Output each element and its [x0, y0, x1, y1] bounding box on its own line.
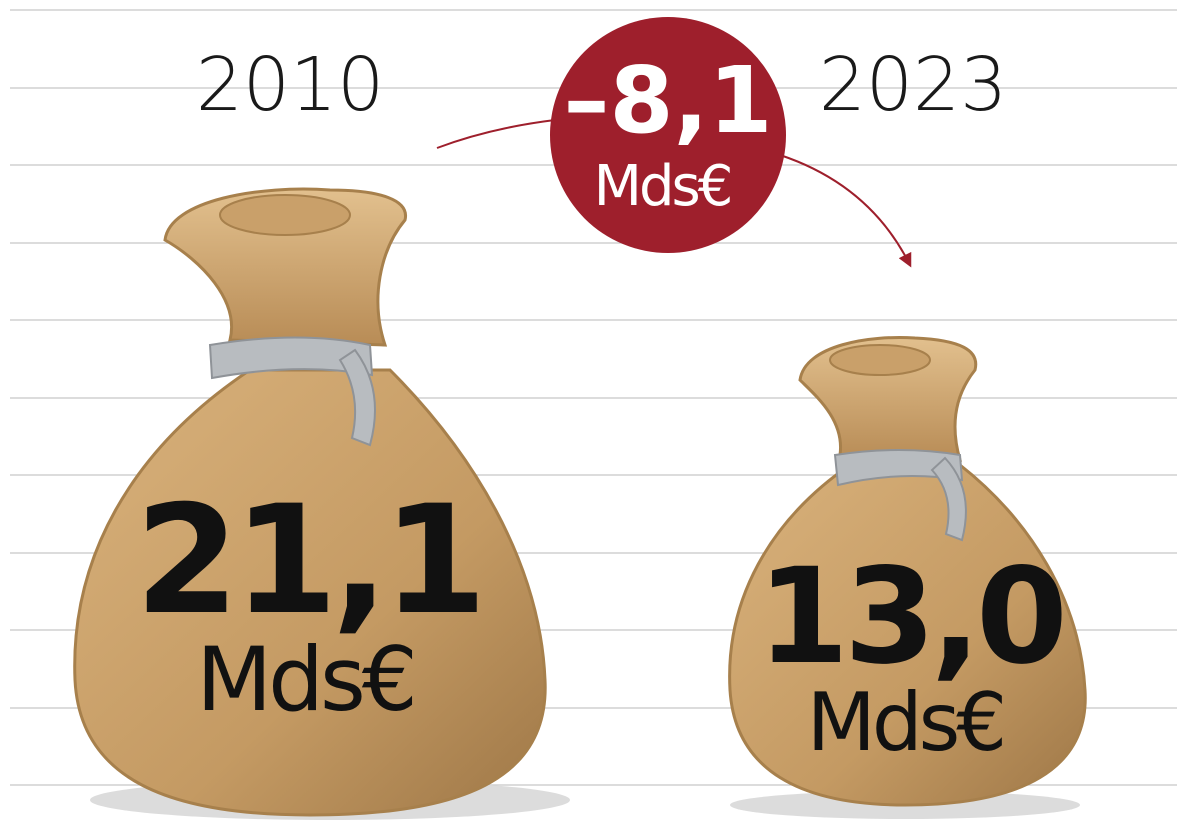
change-unit: Mds€ — [594, 154, 731, 219]
bag-value: 13,0 — [757, 540, 1063, 694]
money-bag-2023 — [728, 336, 1087, 819]
bag-value: 21,1 — [135, 474, 481, 648]
bag-unit: Mds€ — [196, 628, 414, 731]
change-circle — [550, 17, 786, 253]
money-bag-2010 — [73, 187, 570, 820]
year-label: 2023 — [819, 42, 1007, 128]
change-value: –8,1 — [564, 47, 773, 154]
year-label: 2010 — [196, 42, 384, 128]
bag-unit: Mds€ — [807, 676, 1003, 769]
arrow-out — [779, 154, 912, 268]
arrow-in — [436, 119, 556, 149]
